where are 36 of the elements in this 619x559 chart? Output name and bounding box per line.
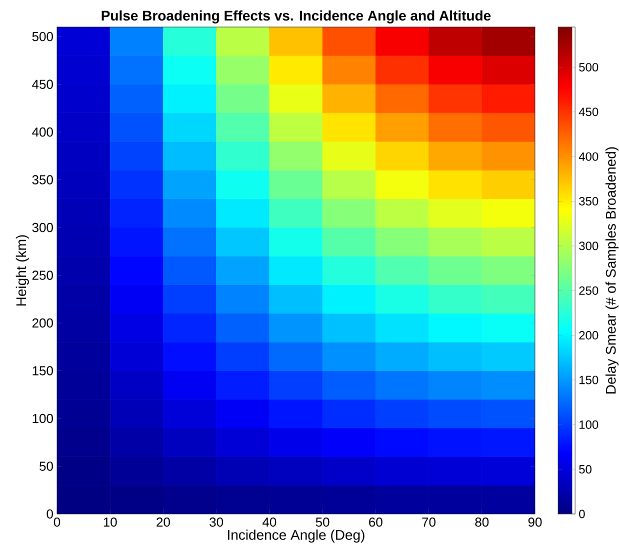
color-bar-label: 250 (579, 286, 598, 295)
color-bar-label: 300 (579, 242, 598, 250)
color-bar-label: 500 (579, 62, 598, 72)
color-bar-label: 350 (579, 196, 598, 206)
y-tick-label: 350 (32, 175, 53, 184)
y-tick-label: 100 (32, 414, 53, 424)
color-bar-label: 50 (579, 465, 592, 474)
color-bar-label: 200 (579, 331, 598, 340)
x-tick-label: 90 (528, 518, 542, 527)
x-tick-label: 80 (475, 518, 489, 527)
y-tick-label: 0 (46, 509, 53, 519)
x-tick-label: 60 (369, 518, 382, 527)
y-tick-label: 300 (32, 222, 53, 232)
x-tick-label: 40 (262, 518, 276, 527)
x-tick-label: 50 (316, 518, 330, 527)
color-bar-label: 100 (580, 420, 598, 429)
color-bar-label: 0 (579, 510, 585, 518)
y-tick-label: 200 (32, 318, 53, 328)
color-bar-label: 450 (578, 108, 598, 116)
color-bar-label: 400 (578, 152, 598, 161)
y-tick-label: 500 (32, 32, 53, 42)
x-tick-label: 30 (210, 518, 224, 527)
y-tick-label: 250 (32, 270, 53, 280)
x-axis-title: Incidence Angle (Deg) (228, 530, 364, 543)
x-tick-label: 0 (54, 518, 60, 527)
x-tick-label: 70 (422, 518, 436, 527)
y-axis-title: Height (km) (16, 235, 29, 306)
y-tick-label: 150 (32, 366, 53, 376)
x-tick-label: 10 (104, 518, 117, 527)
y-tick-label: 450 (32, 80, 53, 89)
y-tick-label: 50 (40, 462, 53, 471)
color-bar-label: 150 (580, 376, 598, 384)
color-bar-title: Delay Smear (# of Samples Broadened) (606, 147, 619, 394)
chart-title: Pulse Broadening Effects vs. Incidence Angle and Altitude (102, 10, 491, 24)
x-tick-label: 20 (156, 518, 170, 527)
y-tick-label: 400 (32, 127, 53, 137)
